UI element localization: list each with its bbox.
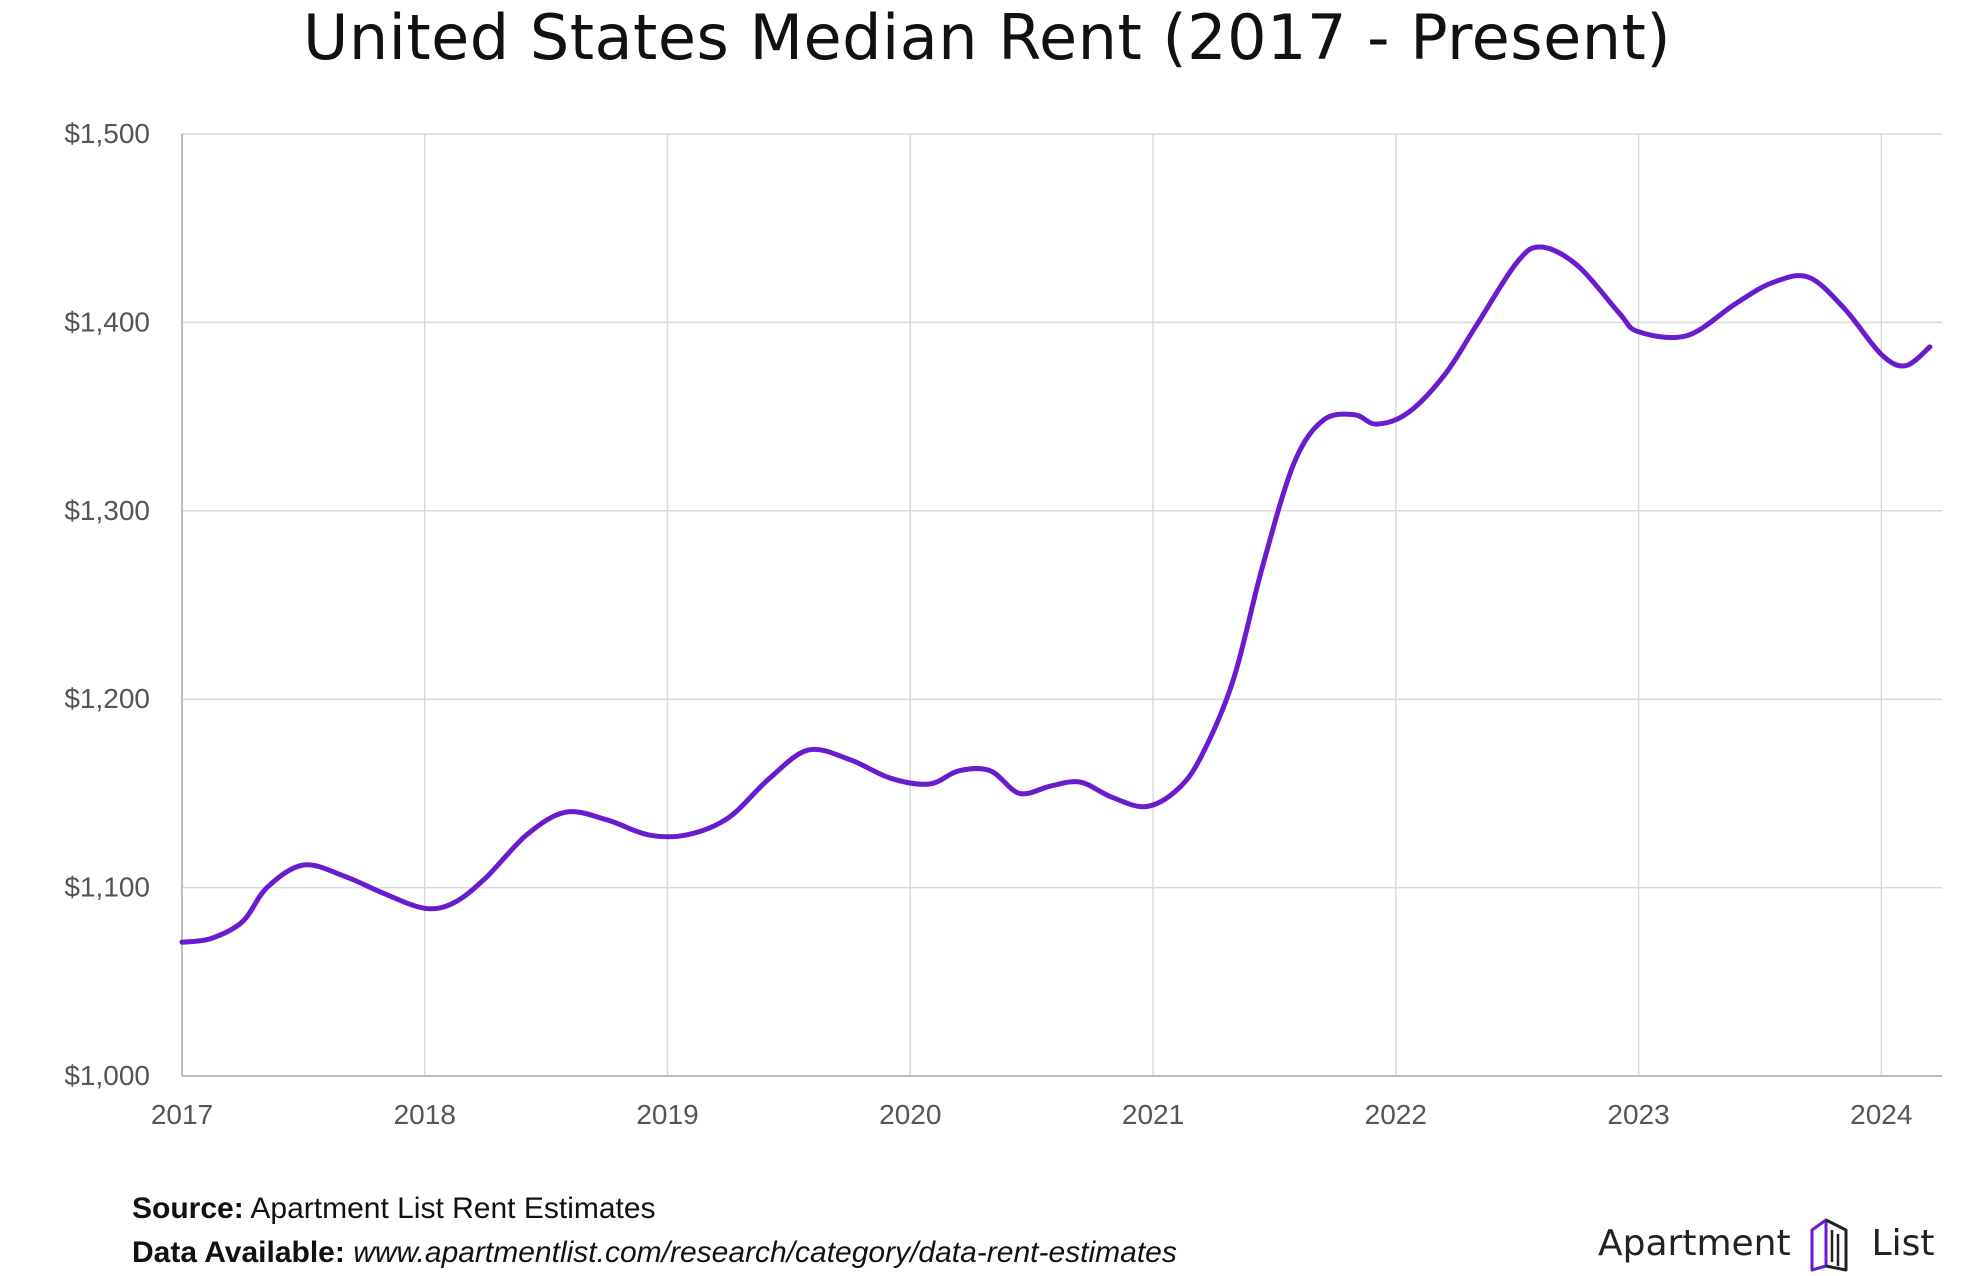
data-available-line: Data Available: www.apartmentlist.com/re… bbox=[132, 1236, 1177, 1270]
y-tick-label: $1,300 bbox=[64, 495, 150, 526]
grid bbox=[182, 133, 1942, 1077]
series bbox=[179, 244, 1933, 945]
axes bbox=[181, 134, 1942, 1077]
x-tick-label: 2017 bbox=[151, 1099, 213, 1130]
brand-name-left: Apartment bbox=[1598, 1223, 1791, 1264]
source-label: Source: bbox=[132, 1192, 244, 1225]
series-line bbox=[179, 244, 1933, 945]
brand-logo: Apartment List bbox=[1598, 1216, 1934, 1274]
data-available-url: www.apartmentlist.com/research/category/… bbox=[353, 1236, 1177, 1269]
brand-name-right: List bbox=[1871, 1223, 1935, 1264]
source-line: Source: Apartment List Rent Estimates bbox=[132, 1192, 656, 1226]
x-tick-label: 2022 bbox=[1365, 1099, 1427, 1130]
chart-title: United States Median Rent (2017 - Presen… bbox=[302, 1, 1672, 74]
y-tick-label: $1,500 bbox=[64, 118, 150, 149]
x-tick-label: 2020 bbox=[879, 1099, 941, 1130]
data-available-label: Data Available: bbox=[132, 1236, 345, 1269]
x-tick-label: 2018 bbox=[394, 1099, 456, 1130]
x-tick-label: 2023 bbox=[1607, 1099, 1669, 1130]
x-tick-label: 2021 bbox=[1122, 1099, 1184, 1130]
y-tick-label: $1,400 bbox=[64, 306, 150, 337]
x-tick-label: 2019 bbox=[636, 1099, 698, 1130]
y-tick-label: $1,200 bbox=[64, 683, 150, 714]
x-tick-label: 2024 bbox=[1850, 1099, 1912, 1130]
source-text: Apartment List Rent Estimates bbox=[250, 1192, 656, 1225]
building-icon bbox=[1810, 1218, 1848, 1272]
y-tick-label: $1,000 bbox=[64, 1060, 150, 1091]
tick-labels: $1,000 $1,100 $1,200 $1,300 $1,400 $1,500 2017… bbox=[64, 118, 1912, 1130]
y-tick-label: $1,100 bbox=[64, 872, 150, 903]
